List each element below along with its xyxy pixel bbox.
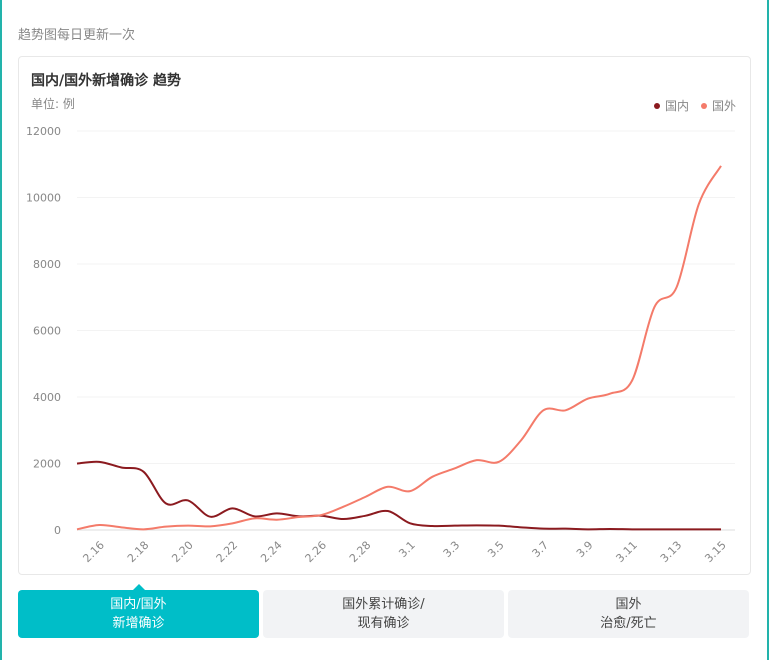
x-tick-label: 2.18 [125, 539, 152, 566]
x-tick-label: 2.20 [169, 539, 196, 566]
chart-unit: 单位: 例 [31, 97, 75, 111]
chart-tabs: 国内/国外 新增确诊 国外累计确诊/ 现有确诊 国外 治愈/死亡 [18, 584, 749, 638]
tab-foreign-cumulative-line1: 国外累计确诊/ [342, 597, 425, 612]
x-tick-label: 2.24 [258, 539, 285, 566]
legend-dot-domestic [653, 102, 660, 109]
y-tick-label: 12000 [26, 125, 61, 138]
y-tick-label: 10000 [26, 192, 61, 205]
tab-foreign-cured-dead-line2: 治愈/死亡 [600, 616, 657, 631]
x-tick-label: 3.15 [702, 539, 729, 566]
chart-title: 国内/国外新增确诊 趋势 [31, 73, 181, 89]
x-tick-label: 2.26 [303, 539, 330, 566]
y-tick-label: 0 [54, 524, 61, 537]
tab-new-confirmed[interactable]: 国内/国外 新增确诊 [18, 584, 259, 638]
legend-label-foreign: 国外 [711, 99, 736, 113]
tab-new-confirmed-line2: 新增确诊 [112, 616, 165, 631]
legend-item-foreign[interactable]: 国外 [700, 97, 736, 114]
chart-legend: 国内 国外 [653, 97, 736, 114]
tab-new-confirmed-line1: 国内/国外 [110, 597, 167, 612]
tab-foreign-cured-dead-line1: 国外 [615, 597, 642, 612]
x-tick-label: 2.22 [214, 539, 241, 566]
x-tick-label: 3.13 [658, 539, 685, 566]
tab-foreign-cured-dead[interactable]: 国外 治愈/死亡 [508, 590, 749, 638]
update-note: 趋势图每日更新一次 [18, 28, 136, 43]
x-tick-label: 3.1 [396, 539, 418, 561]
y-tick-label: 2000 [33, 458, 61, 471]
x-tick-label: 3.9 [574, 539, 596, 561]
legend-label-domestic: 国内 [664, 99, 689, 113]
chart-card: 国内/国外新增确诊 趋势 单位: 例 国内 国外 0 2000 4000 6000 80… [18, 56, 751, 575]
series-line-foreign [76, 165, 722, 531]
tab-foreign-cumulative[interactable]: 国外累计确诊/ 现有确诊 [263, 590, 504, 638]
x-tick-label: 2.16 [80, 539, 107, 566]
x-tick-label: 3.3 [441, 539, 463, 561]
series-line-domestic [76, 460, 721, 531]
line-chart: 0 2000 4000 6000 8000 10000 12000 2.16 2.18 2.20 2… [26, 125, 735, 566]
x-tick-label: 3.5 [485, 539, 507, 561]
y-tick-label: 8000 [33, 258, 61, 271]
y-tick-label: 4000 [33, 391, 61, 404]
x-tick-label: 2.28 [347, 539, 374, 566]
y-tick-label: 6000 [33, 325, 61, 338]
legend-dot-foreign [700, 102, 707, 109]
x-tick-label: 3.7 [530, 539, 552, 561]
x-tick-label: 3.11 [613, 539, 640, 566]
legend-item-domestic[interactable]: 国内 [653, 97, 689, 114]
tab-foreign-cumulative-line2: 现有确诊 [357, 616, 410, 631]
